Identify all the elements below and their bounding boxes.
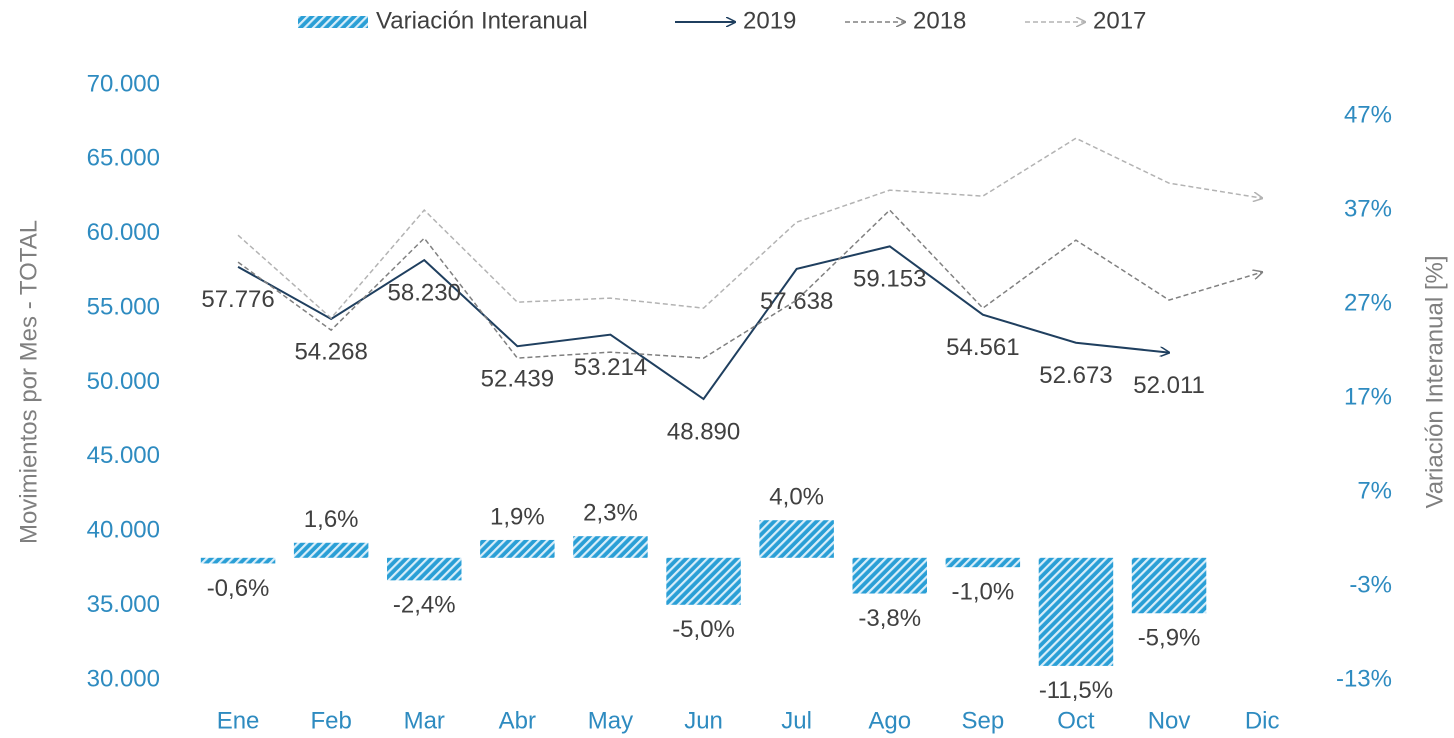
bar-label: -1,0% [951,579,1014,606]
point-label: 52.673 [1039,362,1112,389]
x-tick-label: Abr [499,707,536,734]
bar-label: 2,3% [583,500,638,527]
y2-tick-label: 47% [1344,101,1392,128]
y2-tick-label: 7% [1357,477,1392,504]
point-label: 53.214 [574,354,647,381]
y-tick-label: 30.000 [87,665,160,692]
y-tick-label: 35.000 [87,591,160,618]
y2-tick-label: 17% [1344,383,1392,410]
legend-swatch [298,16,368,28]
x-tick-label: Sep [961,707,1004,734]
point-label: 59.153 [853,266,926,293]
x-tick-label: Ago [868,707,911,734]
y-tick-label: 65.000 [87,145,160,172]
y-tick-label: 50.000 [87,368,160,395]
bar-label: -0,6% [207,575,270,602]
x-tick-label: Nov [1148,707,1191,734]
line [237,209,1262,359]
legend-label: 2018 [913,7,966,34]
point-label: 52.011 [1133,372,1205,399]
bar-label: 1,6% [304,506,359,533]
bar [945,557,1021,568]
x-tick-label: Dic [1245,707,1280,734]
y2-tick-label: -3% [1349,571,1392,598]
point-label: 57.776 [201,286,274,313]
bar-label: -5,9% [1138,625,1201,652]
x-tick-label: Jul [781,707,812,734]
y-axis-title: Movimientos por Mes - TOTAL [15,220,42,544]
y-tick-label: 40.000 [87,517,160,544]
bar [387,557,462,581]
point-label: 58.230 [388,279,461,306]
bar [293,542,369,558]
legend-label: 2019 [743,7,796,34]
bar [573,536,648,558]
bar-label: -11,5% [1039,677,1113,704]
bar-label: -3,8% [858,605,921,632]
bar [200,557,276,564]
y-tick-label: 70.000 [87,70,160,97]
point-label: 54.268 [294,338,367,365]
point-label: 48.890 [667,418,740,445]
line [237,137,1262,320]
point-label: 52.439 [481,366,554,393]
bar [666,557,741,605]
y-tick-label: 45.000 [87,442,160,469]
bar [759,520,834,558]
bar [1038,557,1114,666]
y2-tick-label: -13% [1336,665,1392,692]
y-tick-label: 55.000 [87,293,160,320]
y-tick-label: 60.000 [87,219,160,246]
legend-label: 2017 [1093,7,1146,34]
x-tick-label: Mar [404,707,445,734]
bar [852,557,927,594]
y2-tick-label: 27% [1344,289,1392,316]
legend-label: Variación Interanual [376,7,588,34]
y2-tick-label: 37% [1344,195,1392,222]
x-tick-label: Feb [310,707,351,734]
bar-label: -2,4% [393,592,456,619]
x-tick-label: May [588,707,633,734]
bar [1131,557,1207,614]
bar-label: -5,0% [672,616,735,643]
bar [480,539,555,558]
y2-axis-title: Variación Interanual [%] [1421,255,1448,508]
x-tick-label: Oct [1057,707,1095,734]
bar-label: 1,9% [490,503,545,530]
bar-label: 4,0% [769,484,824,511]
line [237,245,1169,401]
point-label: 54.561 [946,334,1019,361]
x-tick-label: Ene [217,707,260,734]
point-label: 57.638 [760,288,833,315]
x-tick-label: Jun [684,707,723,734]
